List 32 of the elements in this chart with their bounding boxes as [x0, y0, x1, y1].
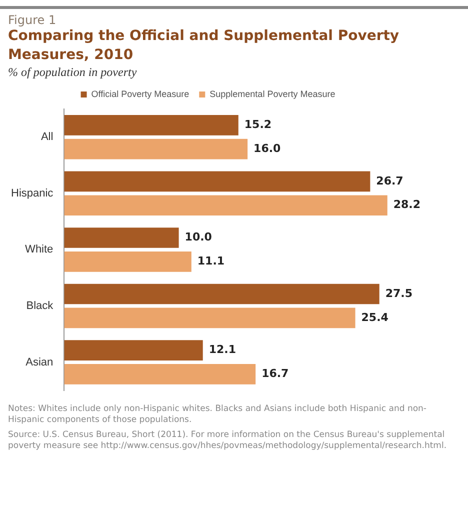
- data-label: 16.7: [262, 367, 289, 380]
- bar: [64, 171, 370, 192]
- data-label: 28.2: [393, 198, 421, 212]
- data-label: 25.4: [361, 310, 389, 324]
- text: Notes: Whites include only non-Hispanic whites. Blacks and Asians include both Hispanic and non-Hispanic components of those populations.: [8, 404, 428, 426]
- caption: Figure 1: [8, 13, 58, 27]
- data-label: 10.0: [184, 230, 212, 244]
- chart-subtitle: % of population in poverty: [8, 65, 138, 80]
- chart-title: Comparing the Official and Supplemental Poverty Measures, 2010: [8, 27, 400, 65]
- bar: [64, 251, 192, 272]
- bar: [64, 115, 238, 136]
- y-tick-label: Asian: [26, 356, 54, 368]
- data-label: 12.1: [208, 343, 236, 356]
- bar: [64, 308, 356, 328]
- y-tick-label: Black: [26, 300, 54, 312]
- bar: [64, 195, 388, 216]
- data-label: 11.1: [197, 254, 225, 268]
- bar: [64, 284, 380, 304]
- bar: [64, 228, 179, 248]
- bar: [64, 364, 256, 384]
- data-label: 15.2: [244, 118, 272, 132]
- y-tick-label: Hispanic: [10, 187, 54, 200]
- legend-label: Official Poverty Measure: [91, 88, 190, 99]
- data-label: 16.0: [254, 142, 282, 155]
- y-tick-label: All: [40, 131, 54, 144]
- bar: [64, 340, 203, 360]
- data-label: 27.5: [385, 286, 412, 300]
- source-note: Source: U.S. Census Bureau, Short (2011). For more information on the Census Bureau's supplemental poverty measure see http://www.census.gov/hhes/povmeas/methodology/supplemental/research.html.: [8, 430, 448, 452]
- legend-label: Supplemental Poverty Measure: [210, 88, 336, 99]
- bar: [64, 138, 248, 160]
- data-label: 26.7: [376, 174, 404, 188]
- y-tick-label: White: [25, 244, 54, 256]
